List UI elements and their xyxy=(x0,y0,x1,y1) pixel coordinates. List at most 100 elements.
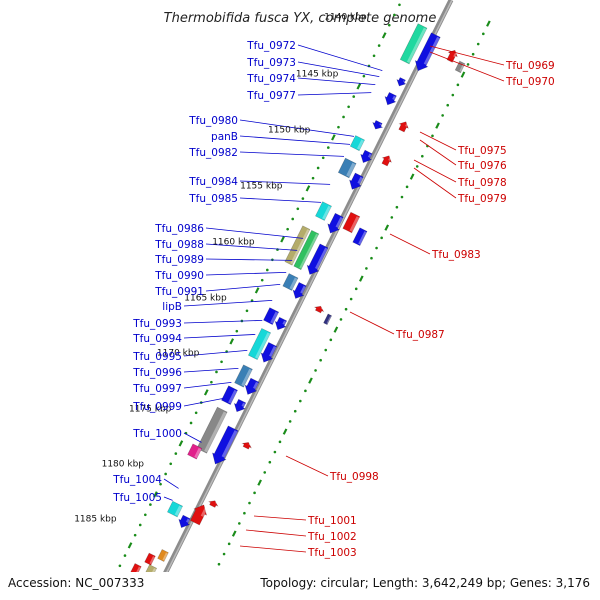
tick-dot-left xyxy=(263,471,267,474)
tick-major-right xyxy=(203,389,209,396)
tick-dot-left xyxy=(405,185,409,189)
kbp-label: 1180 kbp xyxy=(102,460,145,470)
leader-line-left xyxy=(205,258,293,261)
gene-label-right: Tfu_1002 xyxy=(307,531,357,543)
leader-line-right xyxy=(419,131,457,151)
gene-feature-34 xyxy=(187,443,203,460)
tick-dot-left xyxy=(329,338,333,342)
tick-dot-left xyxy=(243,511,246,515)
tick-dot-right xyxy=(215,370,218,374)
gene-label-right: Tfu_0969 xyxy=(505,60,555,72)
gene-label-left: lipB xyxy=(162,301,182,313)
leader-line-right xyxy=(253,515,307,521)
tick-dot-left xyxy=(370,256,373,260)
tick-dot-right xyxy=(138,523,142,527)
gene-label-left: Tfu_0977 xyxy=(246,90,296,102)
map-title: Thermobifida fusca YX, complete genome xyxy=(164,11,437,26)
leader-line-left xyxy=(239,119,355,137)
gene-feature-14 xyxy=(327,212,344,234)
leader-line-left xyxy=(205,272,287,276)
gene-label-right: Tfu_0978 xyxy=(457,177,507,189)
gene-label-left: Tfu_0974 xyxy=(246,73,296,85)
leader-line-left xyxy=(239,135,351,145)
gene-feature-38 xyxy=(166,500,184,518)
gene-label-right: Tfu_0976 xyxy=(457,160,507,172)
kbp-label: 1160 kbp xyxy=(212,238,255,248)
gene-feature-17 xyxy=(284,225,311,266)
leader-line-left xyxy=(239,180,331,185)
gene-feature-30 xyxy=(221,385,238,405)
tick-dot-left xyxy=(349,297,353,301)
kbp-label: 1145 kbp xyxy=(296,70,339,80)
gene-label-left: Tfu_0990 xyxy=(154,270,204,282)
tick-dot-right xyxy=(210,380,213,384)
leader-line-left xyxy=(183,368,239,373)
leader-line-left xyxy=(239,151,345,157)
tick-dot-left xyxy=(314,369,317,372)
gene-label-left: Tfu_0989 xyxy=(154,254,204,266)
tick-major-left xyxy=(358,275,364,282)
tick-dot-right xyxy=(291,217,295,221)
tick-dot-right xyxy=(174,452,178,455)
leader-line-right xyxy=(239,545,307,553)
gene-label-right: Tfu_1003 xyxy=(307,547,357,559)
tick-dot-right xyxy=(133,533,137,537)
tick-dot-left xyxy=(456,83,460,87)
tick-dot-left xyxy=(304,389,307,393)
tick-major-left xyxy=(282,428,288,435)
accession-text: Accession: NC_007333 xyxy=(8,576,144,590)
gene-label-left: panB xyxy=(211,131,238,143)
tick-dot-right xyxy=(352,95,356,98)
tick-dot-right xyxy=(245,309,249,313)
tick-dot-right xyxy=(220,360,223,364)
tick-major-right xyxy=(153,491,158,498)
gene-label-left: Tfu_0973 xyxy=(246,57,296,69)
leader-line-left xyxy=(183,334,256,339)
gene-label-left: Tfu_0982 xyxy=(188,147,238,159)
tick-major-left xyxy=(308,377,313,384)
tick-dot-left xyxy=(375,246,378,250)
kbp-label: 1175 kbp xyxy=(129,405,172,415)
tick-dot-left xyxy=(395,205,399,209)
topology-text: Topology: circular; Length: 3,642,249 bp… xyxy=(259,576,590,590)
leader-line-left xyxy=(183,320,263,324)
tick-dot-right xyxy=(250,299,254,302)
leader-line-left xyxy=(183,350,248,357)
gene-feature-18 xyxy=(293,229,320,271)
tick-major-right xyxy=(254,287,260,294)
tick-dot-left xyxy=(288,420,292,423)
footer-background xyxy=(0,572,600,600)
tick-dot-left xyxy=(339,318,343,321)
gene-label-left: Tfu_0997 xyxy=(132,383,182,395)
gene-feature-36 xyxy=(207,500,219,508)
leader-line-left xyxy=(183,382,232,389)
leader-line-right xyxy=(429,45,505,66)
gene-feature-1 xyxy=(414,32,441,72)
tick-dot-right xyxy=(194,411,198,415)
tick-dot-left xyxy=(365,267,368,270)
gene-feature-6 xyxy=(398,121,409,133)
gene-feature-37 xyxy=(190,504,208,526)
gene-feature-8 xyxy=(349,135,365,152)
tick-dot-left xyxy=(324,348,328,352)
leader-line-left xyxy=(163,478,179,489)
tick-dot-right xyxy=(159,482,162,486)
tick-dot-left xyxy=(400,195,404,199)
tick-dot-left xyxy=(415,165,419,168)
tick-major-right xyxy=(356,83,362,90)
gene-label-right: Tfu_0998 xyxy=(329,471,379,483)
gene-feature-41 xyxy=(144,552,156,566)
tick-dot-right xyxy=(123,554,127,557)
gene-label-left: Tfu_0984 xyxy=(188,176,238,188)
gene-feature-7 xyxy=(372,119,384,130)
tick-major-right xyxy=(331,134,336,141)
leader-line-left xyxy=(205,243,298,251)
tick-dot-right xyxy=(398,3,401,7)
tick-dot-left xyxy=(451,93,455,97)
tick-major-right xyxy=(229,338,235,345)
gene-feature-13 xyxy=(315,201,332,221)
gene-label-left: Tfu_0995 xyxy=(132,351,182,363)
tick-dot-left xyxy=(421,154,424,158)
gene-feature-28 xyxy=(234,364,253,388)
tick-dot-left xyxy=(268,460,272,464)
